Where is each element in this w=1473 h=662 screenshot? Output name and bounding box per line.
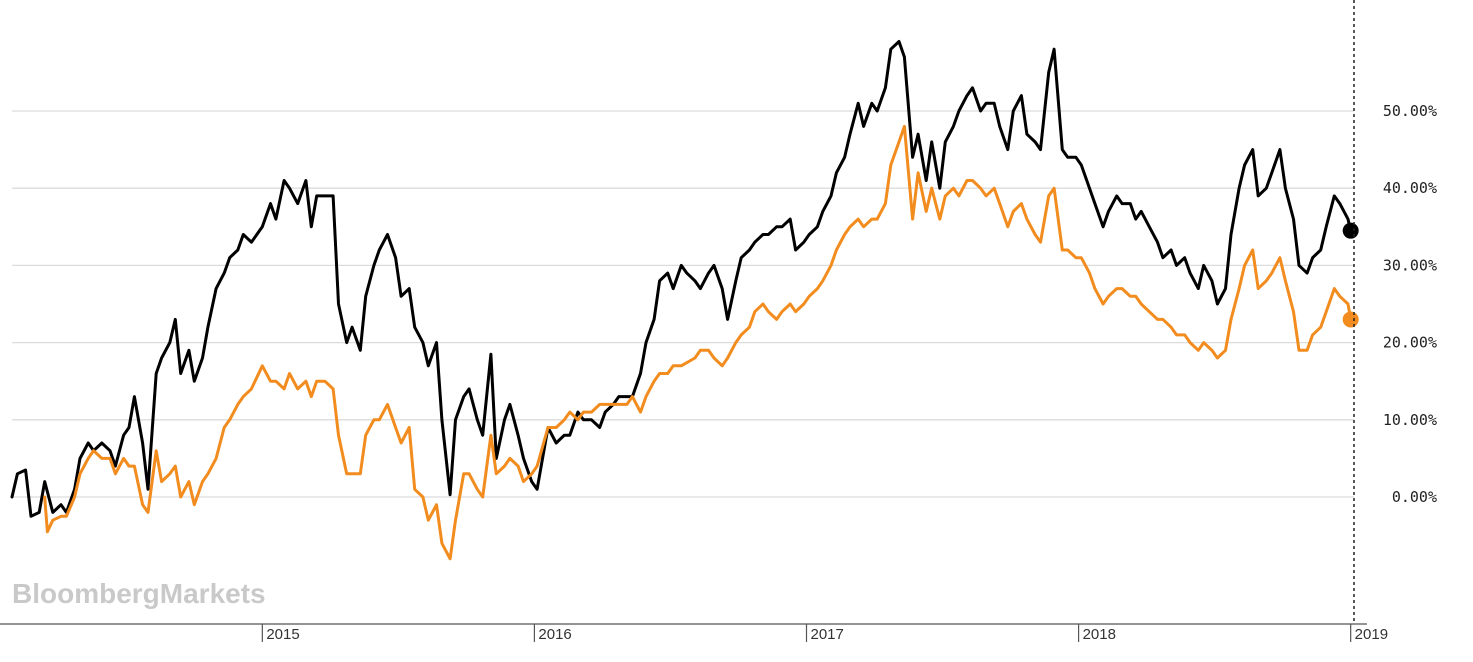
x-tick-label: 2017 bbox=[810, 626, 843, 643]
series-end-marker-1 bbox=[1342, 311, 1359, 328]
y-gridlines bbox=[12, 110, 1354, 498]
bloomberg-markets-watermark: BloombergMarkets bbox=[12, 578, 266, 609]
series-lines bbox=[10, 40, 1359, 561]
y-tick-label: 30.00% bbox=[1383, 256, 1437, 274]
x-tick-label: 2018 bbox=[1083, 626, 1116, 643]
y-tick-label: 20.00% bbox=[1383, 334, 1437, 352]
y-tick-label: 10.00% bbox=[1383, 411, 1437, 429]
x-tick-label: 2019 bbox=[1355, 626, 1388, 643]
y-tick-label: 0.00% bbox=[1392, 488, 1437, 506]
series-end-marker-0 bbox=[1342, 222, 1359, 239]
y-axis-ticks: 0.00% 10.00% 20.00% 30.00% 40.00% 50.00% bbox=[1383, 102, 1437, 506]
x-axis: 2015 2016 2017 2018 2019 bbox=[0, 623, 1388, 643]
y-tick-label: 40.00% bbox=[1383, 179, 1437, 197]
series-line-1 bbox=[43, 124, 1353, 561]
x-tick-label: 2015 bbox=[266, 626, 299, 643]
x-tick-label: 2016 bbox=[538, 626, 571, 643]
series-line-0 bbox=[10, 40, 1353, 518]
y-tick-label: 50.00% bbox=[1383, 102, 1437, 120]
